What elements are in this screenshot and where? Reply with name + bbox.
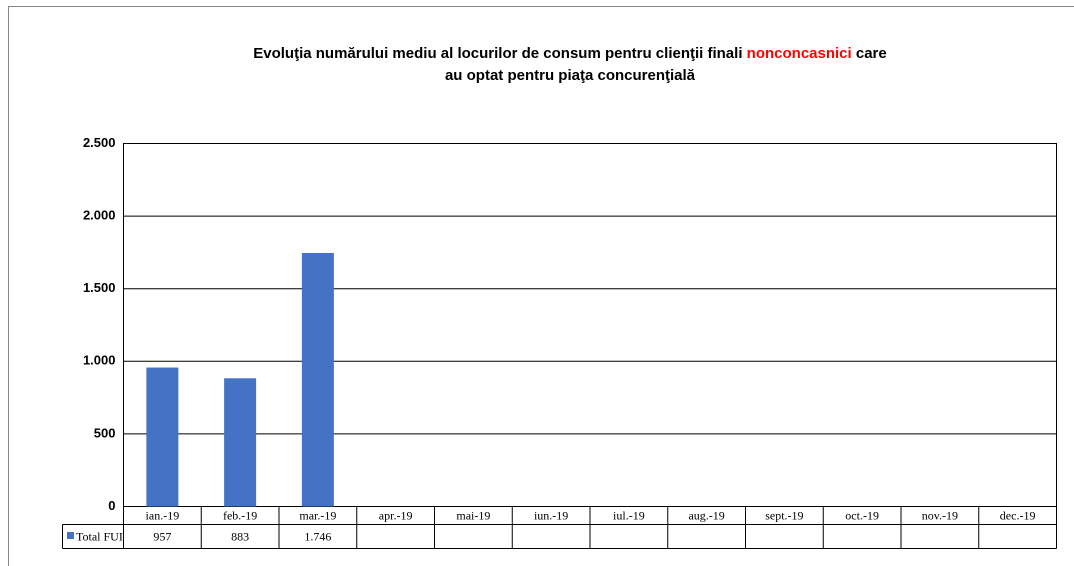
bar (146, 367, 179, 507)
chart-title: Evoluţia numărului mediu al locurilor de… (253, 45, 887, 62)
y-tick-label: 1.500 (83, 280, 116, 295)
x-tick-label: ian.-19 (146, 508, 180, 522)
y-tick-label: 2.500 (83, 135, 116, 150)
table-value: 883 (231, 529, 249, 543)
y-tick-label: 1.000 (83, 353, 116, 368)
y-tick-label: 2.000 (83, 208, 116, 223)
x-tick-label: dec.-19 (1000, 508, 1036, 522)
legend-swatch (67, 532, 74, 539)
x-tick-label: feb.-19 (223, 508, 257, 522)
y-tick-label: 500 (94, 425, 116, 440)
x-tick-label: oct.-19 (845, 508, 879, 522)
bar (224, 378, 257, 507)
x-tick-label: iun.-19 (534, 508, 568, 522)
x-tick-label: mar.-19 (299, 508, 336, 522)
x-tick-label: nov.-19 (922, 508, 958, 522)
x-tick-label: iul.-19 (613, 508, 645, 522)
x-tick-label: mai-19 (456, 508, 490, 522)
title-part: Evoluţia numărului mediu al locurilor de… (253, 45, 742, 62)
y-tick-label: 0 (108, 498, 115, 513)
chart-frame (8, 6, 1074, 566)
title-part: care (856, 45, 887, 62)
title-highlight: nonconcasnici (747, 45, 852, 62)
table-value: 957 (153, 529, 171, 543)
x-tick-label: sept.-19 (765, 508, 803, 522)
table-value: 1.746 (304, 529, 331, 543)
bar (301, 252, 334, 507)
chart-title: au optat pentru piaţa concurenţială (445, 67, 696, 84)
x-tick-label: aug.-19 (688, 508, 724, 522)
legend-label: Total FUI (76, 529, 123, 543)
plot-area (123, 143, 1057, 507)
x-tick-label: apr.-19 (379, 508, 413, 522)
